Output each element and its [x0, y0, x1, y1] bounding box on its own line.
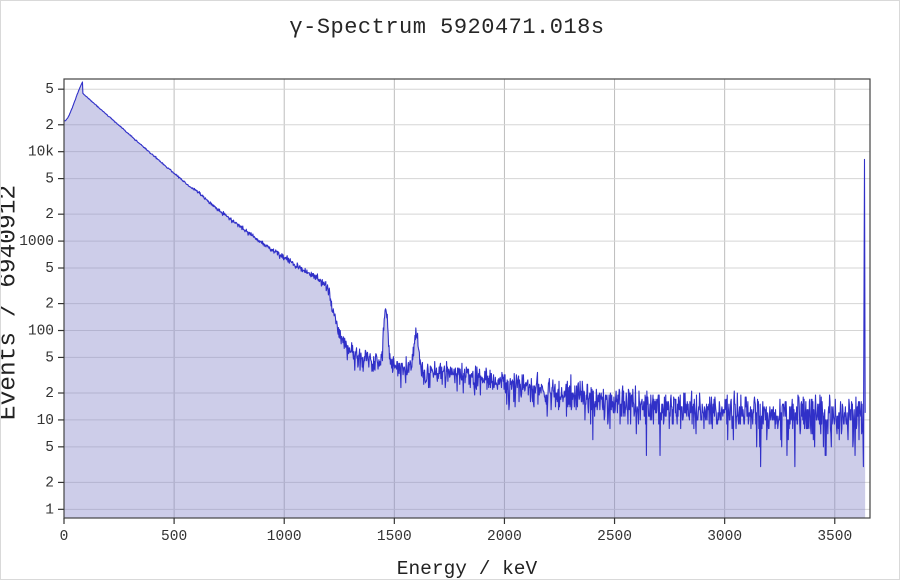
svg-text:5: 5 — [45, 82, 54, 98]
svg-text:1500: 1500 — [377, 529, 412, 545]
svg-text:1: 1 — [45, 502, 54, 518]
svg-text:Events / 6940912: Events / 6940912 — [1, 185, 23, 420]
svg-text:5: 5 — [45, 261, 54, 277]
svg-text:2: 2 — [45, 118, 54, 134]
svg-text:5: 5 — [45, 172, 54, 188]
svg-text:3500: 3500 — [817, 529, 852, 545]
svg-text:1000: 1000 — [267, 529, 302, 545]
svg-text:2: 2 — [45, 386, 54, 402]
svg-text:2500: 2500 — [597, 529, 632, 545]
svg-text:10: 10 — [37, 413, 54, 429]
svg-text:5: 5 — [45, 440, 54, 456]
svg-text:100: 100 — [28, 324, 54, 340]
svg-text:5: 5 — [45, 350, 54, 366]
svg-text:2: 2 — [45, 297, 54, 313]
svg-text:10k: 10k — [28, 145, 54, 161]
svg-text:Energy / keV: Energy / keV — [397, 558, 538, 580]
svg-text:2000: 2000 — [487, 529, 522, 545]
svg-text:500: 500 — [161, 529, 187, 545]
svg-text:1000: 1000 — [19, 234, 54, 250]
svg-text:3000: 3000 — [707, 529, 742, 545]
svg-text:2: 2 — [45, 207, 54, 223]
svg-text:0: 0 — [60, 529, 69, 545]
svg-text:2: 2 — [45, 475, 54, 491]
